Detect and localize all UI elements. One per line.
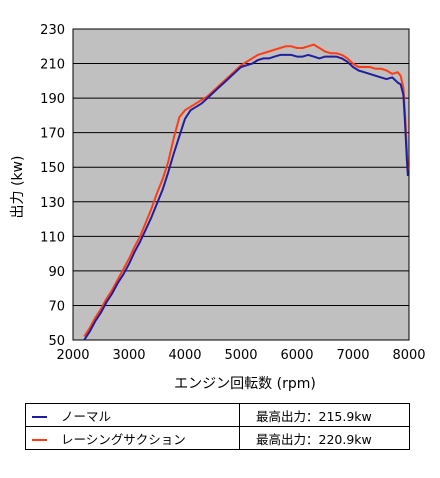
x-tick-label: 7000 bbox=[336, 348, 369, 363]
x-tick-label: 8000 bbox=[392, 348, 425, 363]
x-axis-label: エンジン回転数 (rpm) bbox=[174, 376, 316, 392]
y-tick-label: 70 bbox=[48, 299, 65, 314]
gridlines bbox=[73, 28, 409, 341]
y-tick-label: 190 bbox=[40, 92, 65, 107]
power-chart: 50 70 90 110 130 150 170 190 210 230 2000 3000 4000… bbox=[10, 23, 426, 392]
y-tick-label: 150 bbox=[40, 161, 65, 176]
legend-row-racing-suction: レーシングサクション 最高出力：220.9kw bbox=[25, 426, 410, 450]
series-line-0 bbox=[83, 53, 409, 341]
y-tick-label: 170 bbox=[40, 127, 65, 142]
legend-max-racing-suction: 最高出力：220.9kw bbox=[239, 426, 410, 450]
series-line-1 bbox=[83, 43, 409, 338]
x-tick-label: 2000 bbox=[56, 348, 89, 363]
legend-table: ノーマル 最高出力：215.9kw レーシングサクション 最高出力：220.9k… bbox=[25, 403, 410, 450]
y-tick-label: 90 bbox=[48, 265, 65, 280]
y-tick-label: 110 bbox=[40, 230, 65, 245]
y-tick-label: 50 bbox=[48, 334, 65, 349]
x-tick-labels: 2000 3000 4000 5000 6000 7000 8000 bbox=[56, 348, 425, 363]
x-tick-label: 5000 bbox=[224, 348, 257, 363]
legend-max-normal: 最高出力：215.9kw bbox=[239, 403, 410, 427]
x-tick-label: 3000 bbox=[112, 348, 145, 363]
series-lines bbox=[83, 43, 409, 341]
x-tick-label: 4000 bbox=[168, 348, 201, 363]
y-tick-labels: 50 70 90 110 130 150 170 190 210 230 bbox=[40, 23, 65, 349]
x-tick-label: 6000 bbox=[280, 348, 313, 363]
legend-swatch-normal bbox=[32, 416, 47, 418]
y-axis-label: 出力 (kw) bbox=[10, 156, 26, 219]
y-tick-label: 210 bbox=[40, 58, 65, 73]
legend-swatch-racing-suction bbox=[32, 439, 47, 441]
legend-row-normal: ノーマル 最高出力：215.9kw bbox=[25, 403, 410, 427]
y-tick-label: 230 bbox=[40, 23, 65, 38]
legend-label-normal: ノーマル bbox=[61, 408, 112, 424]
plot-area bbox=[72, 28, 410, 341]
y-tick-label: 130 bbox=[40, 196, 65, 211]
legend-label-racing-suction: レーシングサクション bbox=[61, 431, 186, 447]
